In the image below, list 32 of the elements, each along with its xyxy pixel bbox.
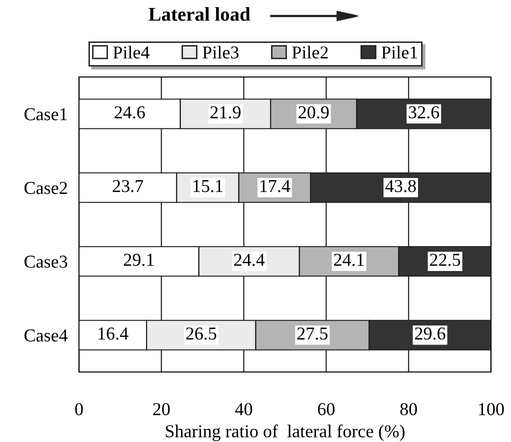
data-label: 17.4 xyxy=(260,180,290,192)
data-label: 24.1 xyxy=(334,254,364,266)
data-label: 24.6 xyxy=(114,106,145,118)
x-tick-label: 100 xyxy=(479,403,504,416)
data-label: 43.8 xyxy=(385,180,416,192)
data-label: 22.5 xyxy=(430,254,460,266)
y-tick-label: Case3 xyxy=(24,256,68,268)
y-tick-label: Case2 xyxy=(24,182,67,194)
x-tick-label: 20 xyxy=(153,403,170,416)
data-label: 24.4 xyxy=(234,254,265,266)
x-tick-label: 0 xyxy=(75,403,83,416)
chart-title: Lateral load xyxy=(148,7,250,21)
data-label: 23.7 xyxy=(112,180,144,192)
data-label: 29.1 xyxy=(124,254,154,266)
x-tick-label: 60 xyxy=(318,403,335,416)
data-label: 32.6 xyxy=(408,106,440,118)
x-tick-label: 40 xyxy=(235,403,252,416)
y-tick-label: Case4 xyxy=(24,329,68,342)
data-label: 21.9 xyxy=(210,106,241,118)
y-tick-label: Case1 xyxy=(24,108,67,120)
data-label: 27.5 xyxy=(297,328,328,340)
data-label: 29.6 xyxy=(415,328,446,340)
data-label: 20.9 xyxy=(298,106,329,118)
data-label: 26.5 xyxy=(186,328,216,340)
legend-label: Pile4 xyxy=(113,46,150,59)
legend-label: Pile3 xyxy=(202,46,239,59)
data-label: 15.1 xyxy=(194,180,222,192)
x-axis-title: Sharing ratio of lateral force (%) xyxy=(166,424,405,442)
x-tick-label: 80 xyxy=(400,403,417,416)
legend-label: Pile1 xyxy=(382,46,418,59)
data-label: 16.4 xyxy=(98,328,128,340)
legend-label: Pile2 xyxy=(292,46,328,59)
